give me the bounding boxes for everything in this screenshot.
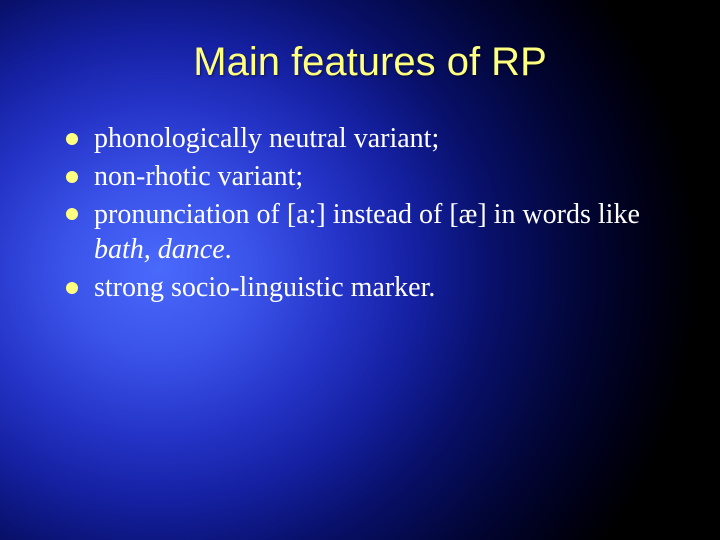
bullet-list: phonologically neutral variant; non-rhoti…: [60, 121, 680, 306]
bullet-item: non-rhotic variant;: [66, 159, 680, 195]
bullet-segment: strong socio-linguistic marker.: [94, 272, 435, 303]
bullet-segment: instead of: [326, 199, 450, 230]
bullet-item: pronunciation of [a:] instead of [æ] in …: [66, 197, 680, 269]
slide: Main features of RP phonologically neutr…: [0, 0, 720, 540]
bullet-segment: in words like: [487, 199, 640, 230]
bullet-segment: phonologically neutral variant;: [94, 123, 439, 154]
bullet-segment: non-rhotic variant;: [94, 161, 303, 192]
bullet-segment: .: [225, 234, 232, 265]
bullet-item: phonologically neutral variant;: [66, 121, 680, 157]
bullet-segment: pronunciation of: [94, 199, 287, 230]
bullet-item: strong socio-linguistic marker.: [66, 270, 680, 306]
bullet-segment: [a:]: [287, 199, 326, 230]
bullet-segment: [æ]: [449, 199, 486, 230]
bullet-segment: bath, dance: [94, 234, 225, 265]
slide-title: Main features of RP: [60, 40, 680, 85]
